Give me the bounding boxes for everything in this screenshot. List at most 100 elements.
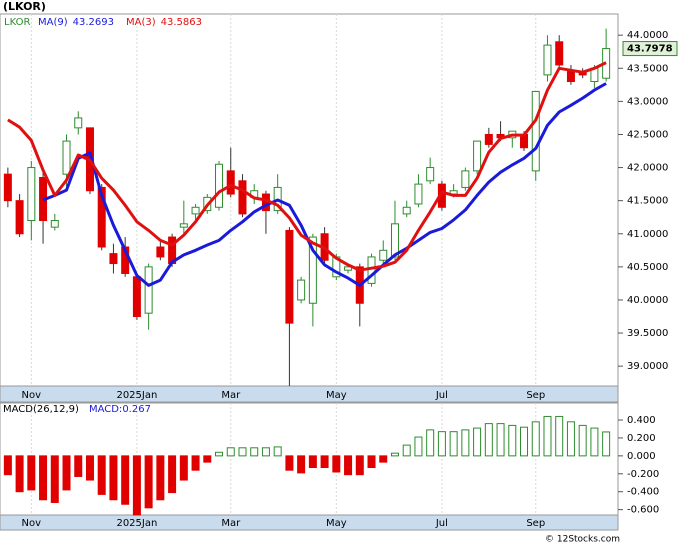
candle-body — [379, 249, 388, 261]
y-tick-label: 0.200 — [627, 433, 656, 444]
y-tick-label: 40.5000 — [627, 262, 668, 273]
y-tick-label: 41.0000 — [627, 229, 668, 240]
macd-bar — [215, 451, 224, 457]
y-tick-label: -0.200 — [627, 469, 659, 480]
macd-bar — [285, 455, 294, 471]
macd-bar — [473, 427, 482, 457]
y-tick-label: 39.5000 — [627, 328, 668, 339]
macd-bar — [3, 455, 12, 476]
macd-bar — [543, 415, 552, 457]
candle-body — [238, 180, 247, 215]
candle-body — [109, 253, 118, 265]
candle-body — [543, 44, 552, 76]
y-tick-label: 0.400 — [627, 415, 656, 426]
macd-bar — [297, 455, 306, 474]
candle-body — [555, 41, 564, 66]
candle-body — [132, 276, 141, 317]
macd-bar — [39, 455, 48, 501]
candle-body — [285, 229, 294, 324]
y-tick-label: -0.600 — [627, 505, 659, 516]
candle-body — [191, 206, 200, 215]
candle-body — [390, 223, 399, 258]
macd-bar — [238, 447, 247, 457]
x-tick-label: Sep — [526, 518, 545, 529]
last-price-box — [622, 41, 678, 57]
x-tick-label: Jul — [435, 518, 448, 529]
macd-bar — [426, 429, 435, 457]
candle-body — [97, 186, 106, 248]
macd-bar — [555, 415, 564, 457]
macd-bar — [132, 455, 141, 516]
macd-bar — [85, 455, 94, 481]
legend-name: MA(3) — [126, 17, 156, 28]
macd-bar — [379, 455, 388, 463]
macd-bar — [437, 431, 446, 457]
x-tick-label: Nov — [22, 518, 42, 529]
x-tick-label: Mar — [221, 518, 241, 529]
candle-body — [226, 170, 235, 195]
x-tick-label: 2025Jan — [116, 518, 157, 529]
x-tick-label: 2025Jan — [116, 390, 157, 401]
macd-bar — [62, 455, 71, 491]
candle-body — [215, 163, 224, 208]
macd-bar — [109, 455, 118, 501]
y-tick-label: -0.400 — [627, 487, 659, 498]
y-tick-label: 0.000 — [627, 451, 656, 462]
y-tick-label: 39.0000 — [627, 361, 668, 372]
ma-line — [7, 61, 607, 272]
candle-body — [156, 246, 165, 258]
candle-body — [414, 183, 423, 205]
candle-body — [308, 236, 317, 304]
candle-body — [461, 170, 470, 188]
macd-bar — [121, 455, 130, 505]
candle-body — [50, 220, 59, 228]
candle-body — [473, 140, 482, 172]
candle-body — [3, 173, 12, 202]
macd-bar — [97, 455, 106, 495]
y-tick-label: 42.0000 — [627, 163, 668, 174]
macd-bar — [15, 455, 24, 493]
macd-bar — [578, 424, 587, 457]
macd-bar — [508, 424, 517, 457]
legend-value: 43.2693 — [73, 17, 114, 28]
macd-bar — [320, 455, 329, 469]
candle-body — [179, 223, 188, 228]
macd-bar — [414, 436, 423, 457]
x-axis-strip — [0, 514, 619, 531]
macd-bar — [496, 423, 505, 457]
macd-bar — [367, 455, 376, 469]
candle-body — [15, 200, 24, 235]
macd-bar — [402, 444, 411, 457]
candle-body — [344, 266, 353, 271]
chart-title: (LKOR) — [3, 0, 46, 13]
macd-bar — [250, 447, 259, 457]
macd-bar — [566, 421, 575, 457]
macd-legend-value: 0.267 — [122, 404, 151, 415]
x-axis-strip — [0, 385, 619, 403]
footer: © 12Stocks.com — [545, 535, 620, 545]
macd-bar — [156, 455, 165, 501]
candle-body — [27, 167, 36, 222]
macd-bar — [602, 431, 611, 457]
y-tick-label: 41.5000 — [627, 196, 668, 207]
macd-bar — [449, 431, 458, 457]
y-tick-label: 43.5000 — [627, 63, 668, 74]
legend-name: MA(9) — [38, 17, 68, 28]
macd-bar — [355, 455, 364, 476]
x-tick-label: May — [326, 518, 347, 529]
candle-body — [566, 71, 575, 83]
macd-legend: MACD: — [89, 404, 122, 415]
ma-line — [42, 82, 607, 287]
y-tick-label: 42.5000 — [627, 129, 668, 140]
macd-bar — [226, 447, 235, 457]
macd-bar — [179, 455, 188, 481]
macd-bar — [484, 423, 493, 457]
macd-bar — [273, 446, 282, 457]
legend-value: 43.5863 — [161, 17, 202, 28]
candle-body — [62, 140, 71, 175]
macd-bar — [332, 455, 341, 473]
macd-bar — [590, 427, 599, 457]
last-price-label: 43.7978 — [627, 44, 673, 55]
macd-bar — [168, 455, 177, 494]
